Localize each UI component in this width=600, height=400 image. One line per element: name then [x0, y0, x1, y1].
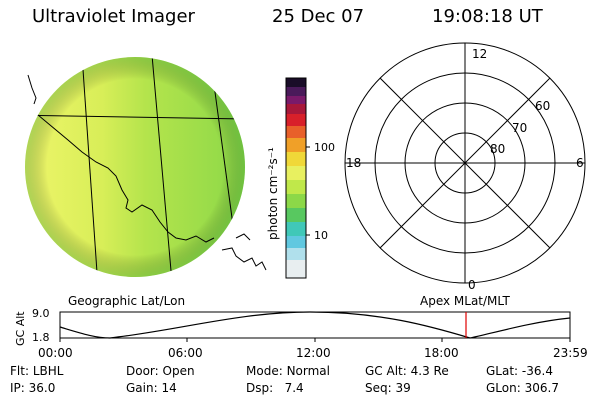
footer-ip: IP: 36.0 [10, 381, 56, 395]
footer-glon: GLon: 306.7 [486, 381, 559, 395]
altitude-xtick-0600: 06:00 [168, 346, 203, 360]
mlat-label-70: 70 [512, 121, 527, 135]
right-plot-caption: Apex MLat/MLT [420, 294, 510, 308]
imager-disk [25, 57, 245, 277]
mlat-label-60: 60 [535, 99, 550, 113]
mlt-label-18: 18 [346, 156, 361, 170]
footer-glat: GLat: -36.4 [486, 364, 553, 378]
altitude-ytick-min: 1.8 [32, 331, 50, 344]
left-plot-caption: Geographic Lat/Lon [68, 294, 186, 308]
footer-gain: Gain: 14 [126, 381, 177, 395]
footer-flt: Flt: LBHL [10, 364, 64, 378]
coastline-east [221, 247, 267, 271]
footer-dsp: Dsp: 7.4 [246, 381, 304, 395]
altitude-xtick-2359: 23:59 [553, 346, 588, 360]
footer-gc-alt: GC Alt: 4.3 Re [365, 364, 449, 378]
coastline [27, 74, 37, 105]
mlt-label-6: 6 [576, 156, 584, 170]
polar-plot [344, 42, 586, 284]
mlt-label-0: 0 [468, 278, 476, 292]
altitude-xtick-1800: 18:00 [424, 346, 459, 360]
footer-mode: Mode: Normal [246, 364, 330, 378]
colorbar-label: photon cm⁻²s⁻¹ [266, 147, 280, 240]
footer-door: Door: Open [126, 364, 195, 378]
header-date: 25 Dec 07 [272, 6, 365, 27]
altitude-axis-label: GC Alt [14, 311, 27, 346]
coastline-island [235, 233, 251, 241]
header-title: Ultraviolet Imager [32, 6, 195, 27]
colorbar-tick-100: 100 [314, 141, 335, 154]
mlt-label-12: 12 [472, 47, 487, 61]
altitude-xtick-0000: 00:00 [38, 346, 73, 360]
mlat-label-80: 80 [490, 142, 505, 156]
footer-seq: Seq: 39 [365, 381, 411, 395]
colorbar [285, 77, 310, 279]
altitude-ytick-max: 9.0 [32, 307, 50, 320]
colorbar-tick-10: 10 [314, 229, 328, 242]
altitude-plot [59, 311, 571, 342]
header-time: 19:08:18 UT [432, 6, 543, 27]
altitude-xtick-1200: 12:00 [296, 346, 331, 360]
